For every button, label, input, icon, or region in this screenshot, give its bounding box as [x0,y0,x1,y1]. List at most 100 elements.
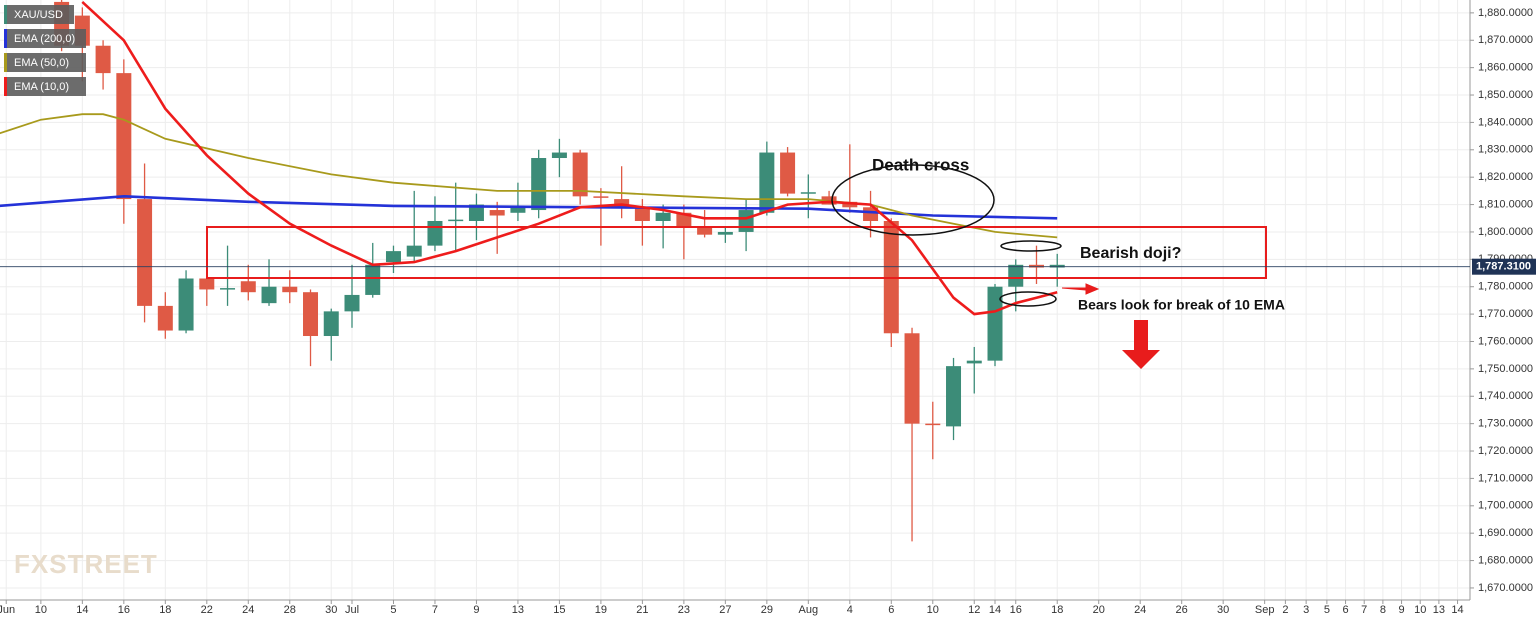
annotation: Bears look for break of 10 EMA [1078,297,1285,313]
candle-body [220,288,236,290]
candle-body [137,199,153,306]
watermark: FXSTREET [14,549,158,579]
candle-body [759,152,775,213]
ema-line [0,113,1058,239]
x-tick-label: 26 [1176,604,1188,616]
candle-body [780,152,796,194]
candle-body [572,152,588,197]
x-tick-label: 18 [159,604,171,616]
candle-body [634,207,650,221]
ellipse [1000,240,1062,252]
y-tick-label: 1,830.0000 [1478,144,1533,156]
y-tick-label: 1,850.0000 [1478,89,1533,101]
candle-body [303,292,319,337]
x-tick-label: 14 [989,604,1001,616]
y-tick-label: 1,670.0000 [1478,582,1533,594]
candle-body [282,286,298,293]
candle-body [655,212,671,221]
candle-body [323,311,339,337]
x-tick-label: 2 [1282,604,1288,616]
candle-body [800,192,816,194]
x-tick-label: 30 [1217,604,1229,616]
legend-label: EMA (50,0) [14,57,69,69]
x-tick-label: 6 [888,604,894,616]
candle-body [510,207,526,213]
x-tick-label: 16 [118,604,130,616]
x-tick-label: 12 [968,604,980,616]
y-tick-label: 1,740.0000 [1478,390,1533,402]
x-tick-label: 20 [1093,604,1105,616]
y-tick-label: 1,810.0000 [1478,198,1533,210]
x-tick-label: 7 [1361,604,1367,616]
arrow [1061,283,1100,295]
x-tick-label: 24 [242,604,254,616]
y-tick-label: 1,860.0000 [1478,62,1533,74]
candle-body [406,245,422,257]
candle-body [427,220,443,246]
x-tick-label: Aug [799,604,819,616]
arrow [1122,320,1160,369]
x-tick-label: 4 [847,604,853,616]
candle-body [199,278,215,290]
candle-body [925,423,941,426]
x-tick-label: 13 [512,604,524,616]
candle-body [157,305,173,331]
x-tick-label: 9 [473,604,479,616]
candle-body [842,201,858,208]
legend-swatch [4,77,7,96]
candle-body [178,278,194,331]
x-tick-label: 16 [1010,604,1022,616]
candle-body [95,45,111,74]
x-tick-label: 19 [595,604,607,616]
x-tick-label: 14 [76,604,88,616]
y-tick-label: 1,760.0000 [1478,335,1533,347]
candle-body [531,158,547,211]
y-tick-label: 1,680.0000 [1478,554,1533,566]
legend-box [4,77,86,96]
candle-body [593,196,609,198]
candle-body [551,152,567,159]
y-tick-label: 1,840.0000 [1478,116,1533,128]
x-tick-label: 10 [35,604,47,616]
x-tick-label: 6 [1342,604,1348,616]
candle-body [946,366,962,427]
x-tick-label: 18 [1051,604,1063,616]
legend-box [4,29,86,48]
legend-swatch [4,5,7,24]
candle-body [365,264,381,295]
annotation: Death cross [872,155,969,174]
x-tick-label: 10 [1414,604,1426,616]
y-tick-label: 1,770.0000 [1478,308,1533,320]
x-tick-label: 5 [390,604,396,616]
candle-body [614,199,630,208]
candle-body [738,210,754,232]
x-tick-label: 24 [1134,604,1146,616]
candle-body [717,231,733,235]
candle-body [1028,264,1044,268]
candle-body [240,281,256,293]
y-tick-label: 1,800.0000 [1478,226,1533,238]
ema-line [0,194,1058,220]
x-tick-label: 3 [1303,604,1309,616]
candle-body [1049,264,1065,268]
x-tick-label: 29 [761,604,773,616]
y-tick-label: 1,720.0000 [1478,445,1533,457]
drawings [206,164,1267,369]
legend-box [4,53,86,72]
x-tick-label: 22 [201,604,213,616]
last-price-label: 1,787.3100 [1476,261,1531,273]
legend-swatch [4,53,7,72]
candle-body [261,286,277,304]
last-price-box [1472,258,1536,275]
candle-body [489,210,505,216]
x-tick-label: 7 [432,604,438,616]
zone-box [206,226,1267,279]
x-tick-label: 28 [284,604,296,616]
y-tick-label: 1,710.0000 [1478,472,1533,484]
x-tick-label: 23 [678,604,690,616]
candle-body [116,73,132,200]
x-tick-label: 13 [1433,604,1445,616]
x-tick-label: 21 [636,604,648,616]
ellipse [831,164,995,236]
